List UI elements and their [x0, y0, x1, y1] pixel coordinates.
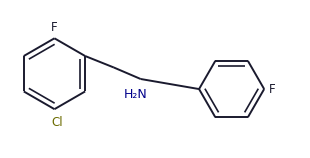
Text: Cl: Cl — [51, 116, 63, 129]
Text: F: F — [51, 21, 58, 34]
Text: F: F — [268, 82, 275, 96]
Text: H₂N: H₂N — [124, 88, 148, 101]
